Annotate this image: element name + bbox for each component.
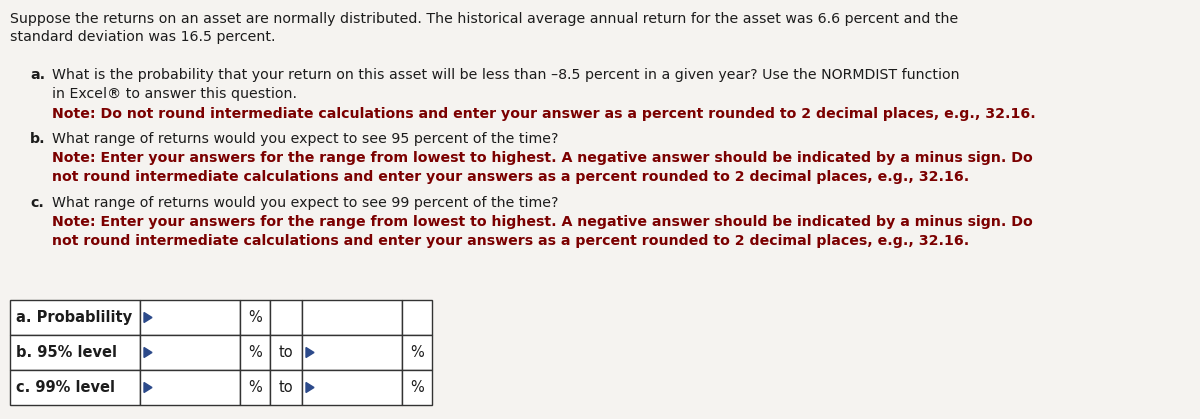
- Polygon shape: [144, 383, 152, 393]
- Bar: [140, 335, 240, 370]
- Text: b. 95% level: b. 95% level: [16, 345, 118, 360]
- Text: What range of returns would you expect to see 99 percent of the time?: What range of returns would you expect t…: [52, 196, 558, 210]
- Text: not round intermediate calculations and enter your answers as a percent rounded : not round intermediate calculations and …: [52, 234, 970, 248]
- Text: c. 99% level: c. 99% level: [16, 380, 115, 395]
- Bar: [270, 300, 302, 335]
- Polygon shape: [306, 383, 314, 393]
- Text: %: %: [410, 345, 424, 360]
- Bar: [302, 300, 402, 335]
- Bar: [302, 370, 402, 405]
- Text: c.: c.: [30, 196, 44, 210]
- Bar: [270, 370, 302, 405]
- Text: not round intermediate calculations and enter your answers as a percent rounded : not round intermediate calculations and …: [52, 170, 970, 184]
- Bar: [402, 335, 432, 370]
- Polygon shape: [144, 313, 152, 323]
- Text: in Excel® to answer this question.: in Excel® to answer this question.: [52, 87, 298, 101]
- Bar: [240, 370, 270, 405]
- Bar: [10, 370, 140, 405]
- Bar: [10, 335, 140, 370]
- Text: to: to: [278, 345, 293, 360]
- Text: to: to: [278, 380, 293, 395]
- Bar: [140, 370, 240, 405]
- Bar: [402, 300, 432, 335]
- Text: Suppose the returns on an asset are normally distributed. The historical average: Suppose the returns on an asset are norm…: [10, 12, 959, 26]
- Text: %: %: [248, 345, 262, 360]
- Text: standard deviation was 16.5 percent.: standard deviation was 16.5 percent.: [10, 30, 276, 44]
- Bar: [10, 300, 140, 335]
- Text: Note: Do not round intermediate calculations and enter your answer as a percent : Note: Do not round intermediate calculat…: [52, 107, 1036, 121]
- Polygon shape: [144, 347, 152, 357]
- Text: %: %: [248, 310, 262, 325]
- Polygon shape: [306, 347, 314, 357]
- Bar: [240, 335, 270, 370]
- Text: Note: Enter your answers for the range from lowest to highest. A negative answer: Note: Enter your answers for the range f…: [52, 151, 1033, 165]
- Text: Note: Enter your answers for the range from lowest to highest. A negative answer: Note: Enter your answers for the range f…: [52, 215, 1033, 229]
- Text: a.: a.: [30, 68, 46, 82]
- Text: What range of returns would you expect to see 95 percent of the time?: What range of returns would you expect t…: [52, 132, 558, 146]
- Bar: [140, 300, 240, 335]
- Bar: [302, 335, 402, 370]
- Bar: [270, 335, 302, 370]
- Text: %: %: [248, 380, 262, 395]
- Bar: [402, 370, 432, 405]
- Bar: [240, 300, 270, 335]
- Text: %: %: [410, 380, 424, 395]
- Text: What is the probability that your return on this asset will be less than –8.5 pe: What is the probability that your return…: [52, 68, 960, 82]
- Text: a. Probablility: a. Probablility: [16, 310, 132, 325]
- Text: b.: b.: [30, 132, 46, 146]
